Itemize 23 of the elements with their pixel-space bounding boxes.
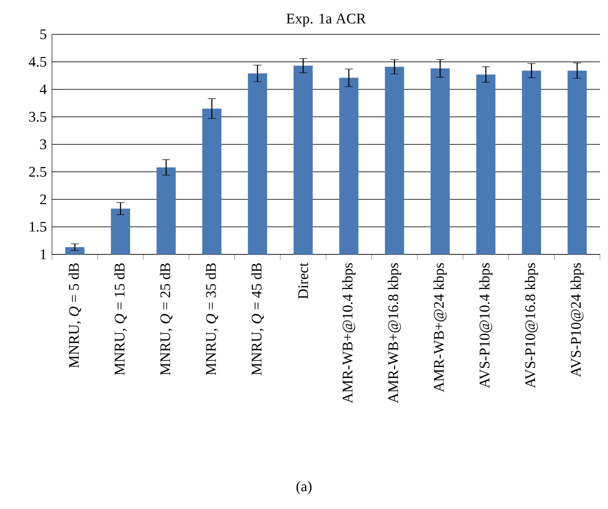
- x-tick-label: MNRU, Q = 5 dB: [68, 263, 82, 368]
- y-tick-label: 3: [40, 139, 46, 150]
- x-tick-label: MNRU, Q = 35 dB: [206, 263, 218, 376]
- y-tick-label: 3.5: [29, 112, 46, 122]
- x-tick-label: AMR-WB+@24 kbps: [434, 263, 447, 392]
- y-tick-label: 5: [40, 29, 46, 40]
- y-tick-label: 2.5: [29, 166, 46, 177]
- x-tick-label: MNRU, Q = 25 dB: [160, 263, 172, 376]
- x-tick-label: MNRU, Q = 15 dB: [114, 263, 127, 376]
- y-tick-label: 1: [40, 249, 46, 260]
- x-tick-label: AVS-P10@16.8 kbps: [524, 263, 538, 388]
- x-tick-label: MNRU, Q = 45 dB: [251, 263, 264, 376]
- y-tick-label: 4.5: [28, 56, 46, 67]
- x-tick-label: AMR-WB+@16.8 kbps: [388, 263, 402, 404]
- x-tick-label: AMR-WB+@10.4 kbps: [342, 263, 356, 404]
- y-tick-label: 1.5: [30, 222, 46, 232]
- text: (a): [296, 481, 312, 494]
- y-tick-label: 2: [40, 194, 46, 204]
- chart-title: Exp. 1a ACR: [286, 14, 366, 26]
- x-tick-label: AVS-P10@10.4 kbps: [479, 263, 492, 388]
- x-tick-label: Direct: [298, 262, 308, 299]
- x-tick-label: AVS-P10@24 kbps: [570, 263, 584, 378]
- y-tick-label: 4: [40, 84, 47, 94]
